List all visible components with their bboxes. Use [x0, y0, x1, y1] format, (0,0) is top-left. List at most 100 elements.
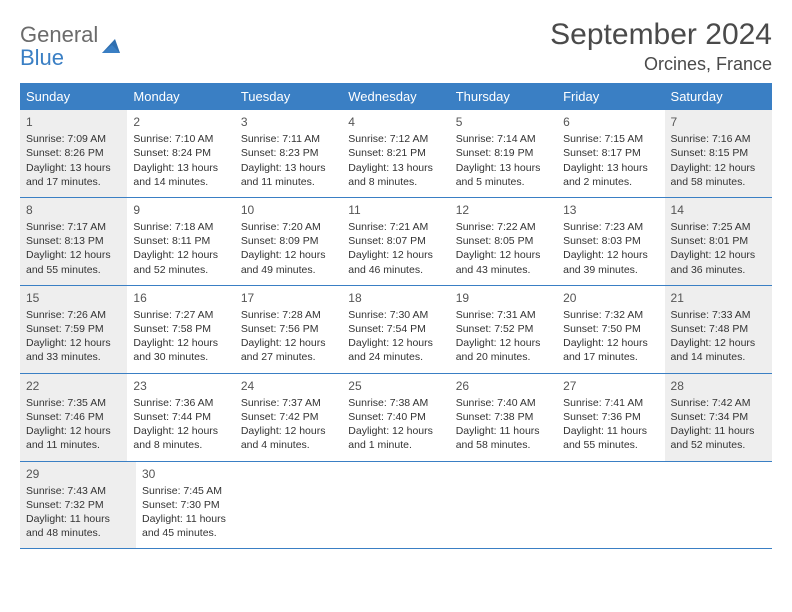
day-info: Sunrise: 7:37 AMSunset: 7:42 PMDaylight:… — [241, 396, 336, 453]
day-number: 20 — [563, 290, 658, 306]
sunrise-text: Sunrise: 7:12 AM — [348, 132, 443, 146]
sunset-text: Sunset: 8:24 PM — [133, 146, 228, 160]
day-number: 13 — [563, 202, 658, 218]
day-header-sunday: Sunday — [20, 83, 127, 110]
sunrise-text: Sunrise: 7:38 AM — [348, 396, 443, 410]
day-info: Sunrise: 7:45 AMSunset: 7:30 PMDaylight:… — [142, 484, 246, 541]
day-info: Sunrise: 7:17 AMSunset: 8:13 PMDaylight:… — [26, 220, 121, 277]
day-cell: 1Sunrise: 7:09 AMSunset: 8:26 PMDaylight… — [20, 110, 127, 197]
sunrise-text: Sunrise: 7:14 AM — [456, 132, 551, 146]
sunrise-text: Sunrise: 7:18 AM — [133, 220, 228, 234]
day-number: 3 — [241, 114, 336, 130]
sunrise-text: Sunrise: 7:25 AM — [671, 220, 766, 234]
day-header-saturday: Saturday — [665, 83, 772, 110]
day-number: 23 — [133, 378, 228, 394]
daylight-text: Daylight: 12 hours and 20 minutes. — [456, 336, 551, 364]
sunrise-text: Sunrise: 7:17 AM — [26, 220, 121, 234]
day-info: Sunrise: 7:40 AMSunset: 7:38 PMDaylight:… — [456, 396, 551, 453]
daylight-text: Daylight: 13 hours and 8 minutes. — [348, 161, 443, 189]
day-number: 1 — [26, 114, 121, 130]
sunrise-text: Sunrise: 7:32 AM — [563, 308, 658, 322]
sunrise-text: Sunrise: 7:20 AM — [241, 220, 336, 234]
daylight-text: Daylight: 12 hours and 36 minutes. — [671, 248, 766, 276]
daylight-text: Daylight: 11 hours and 48 minutes. — [26, 512, 130, 540]
daylight-text: Daylight: 11 hours and 55 minutes. — [563, 424, 658, 452]
day-number: 7 — [671, 114, 766, 130]
sunset-text: Sunset: 8:19 PM — [456, 146, 551, 160]
sunset-text: Sunset: 7:36 PM — [563, 410, 658, 424]
logo-blue-text: Blue — [20, 45, 64, 70]
daylight-text: Daylight: 13 hours and 11 minutes. — [241, 161, 336, 189]
daylight-text: Daylight: 13 hours and 14 minutes. — [133, 161, 228, 189]
day-number: 5 — [456, 114, 551, 130]
logo-text: General Blue — [20, 24, 98, 70]
daylight-text: Daylight: 12 hours and 33 minutes. — [26, 336, 121, 364]
day-header-tuesday: Tuesday — [235, 83, 342, 110]
day-info: Sunrise: 7:10 AMSunset: 8:24 PMDaylight:… — [133, 132, 228, 189]
logo-triangle-icon — [102, 35, 124, 60]
day-info: Sunrise: 7:11 AMSunset: 8:23 PMDaylight:… — [241, 132, 336, 189]
day-info: Sunrise: 7:27 AMSunset: 7:58 PMDaylight:… — [133, 308, 228, 365]
week-row: 22 Sunrise: 7:35 AMSunset: 7:46 PMDayligh… — [20, 374, 772, 462]
day-cell: 3 Sunrise: 7:11 AMSunset: 8:23 PMDaylight… — [235, 110, 342, 197]
day-number: 14 — [671, 202, 766, 218]
day-info: Sunrise: 7:26 AMSunset: 7:59 PMDaylight:… — [26, 308, 121, 365]
day-cell: 25 Sunrise: 7:38 AMSunset: 7:40 PMDayligh… — [342, 374, 449, 461]
sunset-text: Sunset: 8:26 PM — [26, 146, 121, 160]
sunrise-text: Sunrise: 7:37 AM — [241, 396, 336, 410]
week-row: 1Sunrise: 7:09 AMSunset: 8:26 PMDaylight… — [20, 110, 772, 198]
daylight-text: Daylight: 12 hours and 14 minutes. — [671, 336, 766, 364]
sunset-text: Sunset: 8:03 PM — [563, 234, 658, 248]
day-cell: 23Sunrise: 7:36 AMSunset: 7:44 PMDayligh… — [127, 374, 234, 461]
day-info: Sunrise: 7:25 AMSunset: 8:01 PMDaylight:… — [671, 220, 766, 277]
sunrise-text: Sunrise: 7:23 AM — [563, 220, 658, 234]
daylight-text: Daylight: 12 hours and 30 minutes. — [133, 336, 228, 364]
day-info: Sunrise: 7:12 AMSunset: 8:21 PMDaylight:… — [348, 132, 443, 189]
day-number: 15 — [26, 290, 121, 306]
day-number: 22 — [26, 378, 121, 394]
sunset-text: Sunset: 7:48 PM — [671, 322, 766, 336]
day-number: 27 — [563, 378, 658, 394]
day-number: 21 — [671, 290, 766, 306]
day-number: 25 — [348, 378, 443, 394]
logo: General Blue — [20, 18, 124, 70]
day-cell: 26 Sunrise: 7:40 AMSunset: 7:38 PMDayligh… — [450, 374, 557, 461]
sunset-text: Sunset: 8:13 PM — [26, 234, 121, 248]
day-cell: 10Sunrise: 7:20 AMSunset: 8:09 PMDayligh… — [235, 198, 342, 285]
daylight-text: Daylight: 12 hours and 46 minutes. — [348, 248, 443, 276]
empty-cell — [460, 462, 564, 549]
day-info: Sunrise: 7:20 AMSunset: 8:09 PMDaylight:… — [241, 220, 336, 277]
day-info: Sunrise: 7:32 AMSunset: 7:50 PMDaylight:… — [563, 308, 658, 365]
sunset-text: Sunset: 8:01 PM — [671, 234, 766, 248]
day-info: Sunrise: 7:38 AMSunset: 7:40 PMDaylight:… — [348, 396, 443, 453]
day-info: Sunrise: 7:21 AMSunset: 8:07 PMDaylight:… — [348, 220, 443, 277]
sunset-text: Sunset: 8:21 PM — [348, 146, 443, 160]
day-cell: 18Sunrise: 7:30 AMSunset: 7:54 PMDayligh… — [342, 286, 449, 373]
daylight-text: Daylight: 11 hours and 52 minutes. — [671, 424, 766, 452]
sunrise-text: Sunrise: 7:11 AM — [241, 132, 336, 146]
sunrise-text: Sunrise: 7:27 AM — [133, 308, 228, 322]
day-number: 30 — [142, 466, 246, 482]
day-cell: 30 Sunrise: 7:45 AMSunset: 7:30 PMDayligh… — [136, 462, 252, 549]
daylight-text: Daylight: 12 hours and 52 minutes. — [133, 248, 228, 276]
week-row: 8Sunrise: 7:17 AMSunset: 8:13 PMDaylight… — [20, 198, 772, 286]
day-info: Sunrise: 7:35 AMSunset: 7:46 PMDaylight:… — [26, 396, 121, 453]
week-row: 29Sunrise: 7:43 AMSunset: 7:32 PMDayligh… — [20, 462, 772, 550]
sunset-text: Sunset: 7:56 PM — [241, 322, 336, 336]
day-cell: 21Sunrise: 7:33 AMSunset: 7:48 PMDayligh… — [665, 286, 772, 373]
day-number: 11 — [348, 202, 443, 218]
day-number: 17 — [241, 290, 336, 306]
day-number: 26 — [456, 378, 551, 394]
day-info: Sunrise: 7:16 AMSunset: 8:15 PMDaylight:… — [671, 132, 766, 189]
daylight-text: Daylight: 12 hours and 4 minutes. — [241, 424, 336, 452]
empty-cell — [564, 462, 668, 549]
day-number: 2 — [133, 114, 228, 130]
day-cell: 22 Sunrise: 7:35 AMSunset: 7:46 PMDayligh… — [20, 374, 127, 461]
daylight-text: Daylight: 13 hours and 2 minutes. — [563, 161, 658, 189]
sunrise-text: Sunrise: 7:22 AM — [456, 220, 551, 234]
sunset-text: Sunset: 7:44 PM — [133, 410, 228, 424]
sunset-text: Sunset: 7:59 PM — [26, 322, 121, 336]
sunset-text: Sunset: 8:17 PM — [563, 146, 658, 160]
day-header-friday: Friday — [557, 83, 664, 110]
sunset-text: Sunset: 7:46 PM — [26, 410, 121, 424]
